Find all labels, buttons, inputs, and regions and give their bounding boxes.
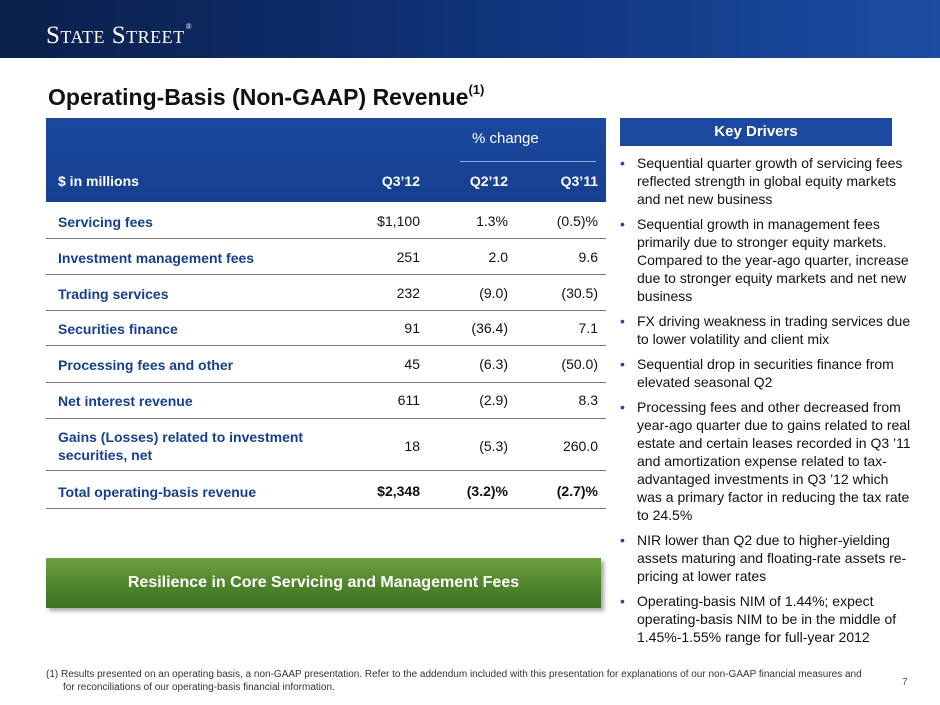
- pct-change-divider: [460, 161, 596, 162]
- pct-change-label: % change: [472, 130, 539, 147]
- total-value-q3-12: $2,348: [377, 483, 420, 499]
- header-bar: State Street®: [0, 0, 940, 58]
- page-title-text: Operating-Basis (Non-GAAP) Revenue: [48, 84, 469, 110]
- row-value-q2-12: (5.3): [479, 438, 508, 454]
- bullet-icon: •: [620, 593, 625, 609]
- row-value-q2-12: 1.3%: [476, 213, 508, 229]
- state-street-logo: State Street®: [46, 22, 192, 50]
- table-row: Securities finance 91 (36.4) 7.1: [46, 311, 606, 346]
- column-header-q3-12: Q3’12: [381, 173, 420, 189]
- list-item: • Processing fees and other decreased fro…: [618, 398, 914, 524]
- footnote-text: (1) Results presented on an operating ba…: [46, 669, 862, 693]
- table-row: Gains (Losses) related to investment sec…: [46, 419, 606, 471]
- row-label: Securities finance: [58, 321, 178, 337]
- list-item-text: Sequential quarter growth of servicing f…: [637, 155, 903, 207]
- list-item-text: Sequential growth in management fees pri…: [637, 216, 909, 304]
- row-label: Gains (Losses) related to investment sec…: [58, 429, 304, 463]
- row-value-q2-12: (36.4): [471, 320, 508, 336]
- column-header-q3-11: Q3’11: [560, 173, 598, 189]
- total-value-q3-11: (2.7)%: [556, 483, 598, 499]
- logo-registered-mark: ®: [185, 22, 193, 31]
- list-item: • Operating-basis NIM of 1.44%; expect op…: [618, 592, 914, 646]
- total-row-label: Total operating-basis revenue: [58, 484, 257, 500]
- list-item-text: Processing fees and other decreased from…: [637, 399, 911, 523]
- row-value-q2-12: 2.0: [488, 249, 508, 265]
- row-value-q3-12: 18: [404, 438, 420, 454]
- bullet-icon: •: [620, 532, 625, 548]
- list-item: • Sequential drop in securities finance f…: [618, 355, 914, 391]
- list-item-text: Operating-basis NIM of 1.44%; expect ope…: [637, 593, 897, 645]
- bullet-icon: •: [620, 155, 625, 171]
- title-footnote-marker: (1): [468, 82, 485, 98]
- bullet-icon: •: [620, 399, 625, 415]
- row-value-q3-11: (0.5)%: [556, 213, 598, 229]
- footnote: (1) Results presented on an operating ba…: [46, 668, 866, 694]
- row-value-q3-11: 9.6: [578, 249, 598, 265]
- row-value-q3-11: (50.0): [561, 356, 598, 372]
- bullet-icon: •: [620, 313, 625, 329]
- bullet-icon: •: [620, 356, 625, 372]
- row-label: Servicing fees: [58, 214, 153, 230]
- bullet-icon: •: [620, 216, 625, 232]
- list-item: • Sequential growth in management fees pr…: [618, 215, 914, 305]
- row-value-q3-11: 260.0: [562, 438, 598, 454]
- row-label: Net interest revenue: [58, 393, 193, 409]
- total-value-q2-12: (3.2)%: [466, 483, 508, 499]
- key-drivers-header: Key Drivers: [620, 118, 892, 146]
- list-item: • Sequential quarter growth of servicing …: [618, 154, 914, 208]
- row-value-q3-12: 45: [404, 356, 420, 372]
- table-header: % change $ in millions Q3’12 Q2’12 Q3’11: [46, 118, 606, 202]
- row-value-q3-11: 8.3: [578, 392, 598, 408]
- page-number: 7: [902, 677, 908, 688]
- row-value-q3-11: (30.5): [561, 285, 598, 301]
- key-drivers-list: • Sequential quarter growth of servicing …: [618, 154, 914, 653]
- row-value-q3-12: 611: [397, 392, 420, 408]
- table-row: Investment management fees 251 2.0 9.6: [46, 239, 606, 275]
- resilience-banner: Resilience in Core Servicing and Managem…: [46, 558, 601, 608]
- table-row: Servicing fees $1,100 1.3% (0.5)%: [46, 202, 606, 239]
- row-label: Trading services: [58, 286, 169, 302]
- list-item-text: NIR lower than Q2 due to higher-yielding…: [637, 532, 907, 584]
- row-value-q3-11: 7.1: [578, 320, 598, 336]
- logo-text: State Street: [46, 22, 185, 49]
- row-value-q2-12: (6.3): [479, 356, 508, 372]
- table-row: Trading services 232 (9.0) (30.5): [46, 275, 606, 311]
- row-value-q2-12: (9.0): [479, 285, 508, 301]
- row-value-q3-12: 91: [404, 320, 420, 336]
- row-value-q3-12: 251: [396, 249, 420, 265]
- column-header-label: $ in millions: [58, 173, 139, 189]
- page-title: Operating-Basis (Non-GAAP) Revenue(1): [48, 82, 485, 111]
- row-value-q3-12: 232: [396, 285, 420, 301]
- list-item: • FX driving weakness in trading services…: [618, 312, 914, 348]
- list-item-text: Sequential drop in securities finance fr…: [637, 356, 894, 390]
- list-item-text: FX driving weakness in trading services …: [637, 313, 911, 347]
- row-label: Processing fees and other: [58, 357, 234, 373]
- row-value-q2-12: (2.9): [479, 392, 508, 408]
- table-row: Processing fees and other 45 (6.3) (50.0…: [46, 346, 606, 383]
- column-header-q2-12: Q2’12: [469, 173, 508, 189]
- list-item: • NIR lower than Q2 due to higher-yieldin…: [618, 531, 914, 585]
- row-value-q3-12: $1,100: [377, 213, 420, 229]
- table-row: Net interest revenue 611 (2.9) 8.3: [46, 383, 606, 419]
- row-label: Investment management fees: [58, 250, 255, 266]
- table-total-row: Total operating-basis revenue $2,348 (3.…: [46, 471, 606, 509]
